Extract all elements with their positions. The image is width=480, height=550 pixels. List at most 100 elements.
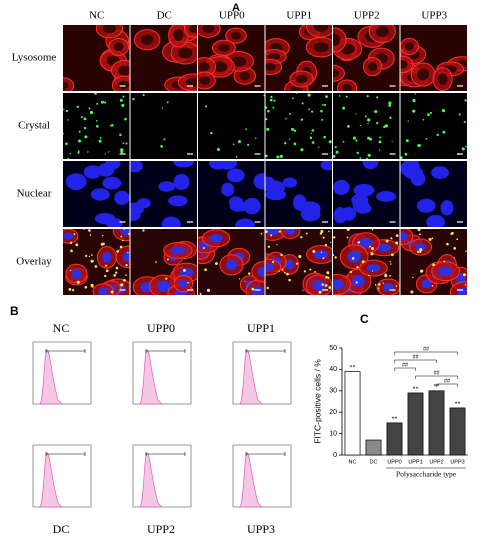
comparison-label: ## (434, 370, 440, 376)
crystal (465, 250, 467, 252)
crystal (342, 140, 345, 143)
crystal (247, 272, 251, 275)
crystal (390, 237, 393, 240)
cell-nucleus (213, 61, 228, 72)
cell-nucleus (333, 69, 339, 78)
nucleus (426, 214, 446, 227)
micrograph-content (130, 93, 197, 159)
micrograph-content (400, 229, 467, 295)
crystal (88, 107, 91, 110)
nucleus (351, 193, 369, 207)
crystal (309, 136, 313, 140)
nucleus (90, 188, 110, 201)
crystal (125, 142, 128, 145)
cell-nucleus (404, 42, 414, 51)
significance: ** (392, 416, 398, 422)
crystal (342, 106, 346, 110)
crystal (451, 231, 454, 235)
crystal (142, 229, 145, 232)
crystal (77, 150, 80, 153)
crystal (446, 242, 449, 246)
nucleus (65, 173, 87, 190)
crystal (99, 136, 102, 139)
crystal (358, 241, 361, 244)
row-label: Nuclear (17, 188, 52, 200)
cell-nucleus (117, 65, 130, 76)
histogram (239, 452, 263, 508)
crystal (432, 263, 435, 267)
cell-nucleus (333, 33, 341, 46)
nucleus (362, 161, 379, 170)
bar (365, 439, 382, 456)
cell-nucleus (178, 47, 193, 59)
histogram (39, 452, 63, 508)
cell-nucleus (239, 71, 251, 81)
nucleus (253, 173, 265, 190)
bar (407, 392, 424, 456)
comparison-label: ## (423, 346, 429, 352)
micrograph-content (265, 25, 332, 91)
crystal (422, 118, 425, 121)
crystal (166, 101, 169, 104)
micrograph-content (130, 161, 197, 227)
cell-nucleus (102, 251, 112, 263)
crystal (311, 129, 315, 132)
crystal (120, 235, 123, 238)
histogram (139, 349, 163, 405)
bar (344, 371, 361, 456)
y-tick-label: 0 (333, 452, 337, 459)
crystal (345, 95, 348, 98)
cell-nucleus (421, 279, 432, 289)
crystal (385, 239, 389, 243)
crystal (279, 154, 283, 158)
crystal (83, 229, 85, 230)
significance: ** (434, 384, 440, 390)
crystal (103, 101, 107, 104)
comparison-bracket (394, 359, 437, 363)
crystal (235, 155, 238, 158)
crystal (91, 254, 93, 256)
crystal (374, 109, 378, 114)
crystal (347, 125, 350, 128)
cell-nucleus (313, 42, 329, 53)
crystal (238, 140, 241, 144)
crystal (267, 245, 271, 248)
crystal (417, 143, 421, 148)
micrograph-bg (333, 93, 400, 159)
crystal (378, 140, 382, 144)
histogram (139, 452, 163, 508)
crystal (371, 270, 374, 272)
crystal (366, 95, 369, 98)
crystal (324, 284, 328, 287)
crystal (346, 236, 349, 239)
crystal (384, 124, 388, 128)
column-label: UPP2 (354, 10, 380, 22)
crystal (405, 139, 409, 143)
crystal (419, 248, 423, 252)
micrograph-content (265, 229, 332, 295)
crystal (278, 270, 280, 272)
crystal (73, 233, 76, 236)
crystal (322, 236, 325, 239)
x-axis-label: Polysaccharide type (396, 470, 457, 479)
micrograph (400, 25, 467, 91)
crystal (371, 229, 374, 231)
sample-label: DC (53, 522, 70, 536)
crystal (361, 260, 365, 264)
cell-nucleus (268, 53, 281, 61)
crystal (83, 126, 87, 130)
histogram (239, 349, 263, 405)
crystal (327, 276, 330, 279)
nucleus (173, 161, 194, 168)
crystal (384, 274, 388, 278)
nucleus (130, 161, 143, 173)
crystal (300, 236, 303, 239)
crystal (83, 117, 87, 121)
crystal (389, 263, 392, 265)
micrograph-content (333, 25, 400, 91)
crystal (407, 120, 409, 122)
crystal (464, 99, 467, 102)
crystal (165, 277, 168, 280)
